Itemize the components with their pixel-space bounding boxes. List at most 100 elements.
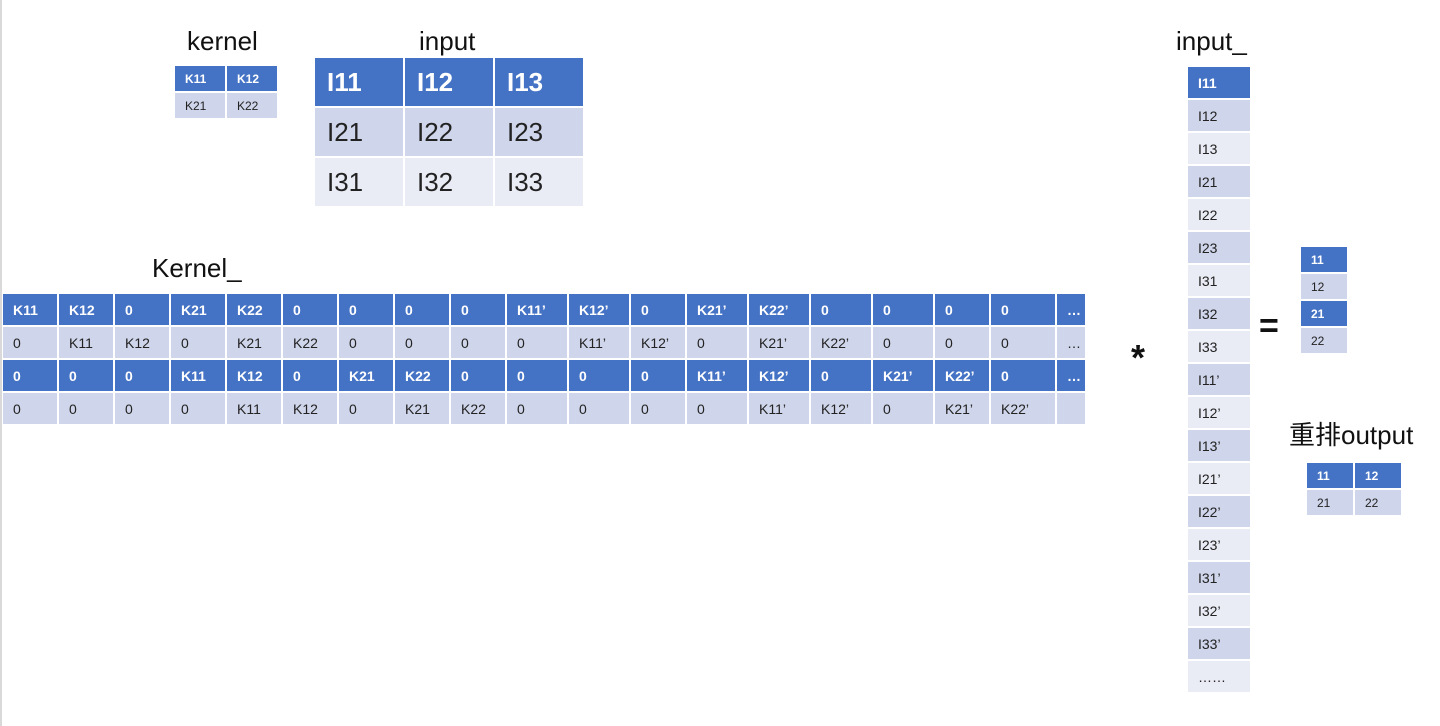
- kernel-flat-cell: 0: [283, 294, 337, 325]
- kernel-cell: K12: [227, 66, 277, 91]
- kernel-flat-cell: 0: [569, 393, 629, 424]
- kernel-flat-row: 0 0 0 K11 K12 0 K21 K22 0 0 0 0 K11’ K12’ 0 K21’ K22’ 0…: [3, 360, 1085, 391]
- kernel-flat-cell: 0: [3, 360, 57, 391]
- kernel-flat-cell: K11’: [507, 294, 567, 325]
- kernel-flat-cell: K22’: [811, 327, 871, 358]
- input-cell: I22: [405, 108, 493, 156]
- output-col-cell: 11: [1301, 247, 1347, 272]
- kernel-flat-cell: K12: [59, 294, 113, 325]
- input-cell: I12: [405, 58, 493, 106]
- kernel-flat-cell: K21’: [935, 393, 989, 424]
- kernel-flat-cell: K22: [227, 294, 281, 325]
- kernel-cell: K11: [175, 66, 225, 91]
- kernel-flat-cell: K12’: [749, 360, 809, 391]
- input-col-cell: I13’: [1188, 430, 1250, 461]
- reshaped-cell: 21: [1307, 490, 1353, 515]
- kernel-flat-cell: 0: [339, 294, 393, 325]
- input-cell: I13: [495, 58, 583, 106]
- kernel-flat-cell: K12’: [569, 294, 629, 325]
- kernel-flat-cell: …: [1057, 327, 1085, 358]
- kernel-flat-cell: 0: [451, 327, 505, 358]
- input-col-cell: I11: [1188, 67, 1250, 98]
- kernel-flat-cell: K11: [3, 294, 57, 325]
- input-col-cell: I33: [1188, 331, 1250, 362]
- kernel-flat-cell: 0: [3, 327, 57, 358]
- kernel-flat-cell: 0: [873, 327, 933, 358]
- kernel-flat-cell: 0: [171, 327, 225, 358]
- kernel-flat-cell: K22’: [991, 393, 1055, 424]
- kernel-flat-cell: …: [1057, 294, 1085, 325]
- input-title: input: [419, 26, 476, 56]
- input-col-cell: I12: [1188, 100, 1250, 131]
- input-cell: I33: [495, 158, 583, 206]
- input-col-cell: I23: [1188, 232, 1250, 263]
- kernel-flat-cell: 0: [451, 294, 505, 325]
- input-cell: I31: [315, 158, 403, 206]
- kernel-flat-cell: 0: [115, 360, 169, 391]
- kernel-flat-cell: K12: [227, 360, 281, 391]
- reshaped-cell: 12: [1355, 463, 1401, 488]
- kernel-flat-row: K11 K12 0 K21 K22 0 0 0 0 K11’ K12’ 0 K21’ K22’ 0 0 0 0…: [3, 294, 1085, 325]
- kernel-flat-cell: 0: [339, 327, 393, 358]
- input-col-cell: I11’: [1188, 364, 1250, 395]
- input-cell: I21: [315, 108, 403, 156]
- kernel-flat-cell: 0: [115, 393, 169, 424]
- input-cell: I23: [495, 108, 583, 156]
- kernel-flat-cell: 0: [631, 393, 685, 424]
- kernel-flat-cell: 0: [115, 294, 169, 325]
- input-cell: I32: [405, 158, 493, 206]
- kernel-title: kernel: [187, 26, 258, 56]
- input-col-cell: I21’: [1188, 463, 1250, 494]
- kernel-flat-cell: K11: [227, 393, 281, 424]
- kernel-flat-cell: 0: [687, 393, 747, 424]
- input-col-cell: ……: [1188, 661, 1250, 692]
- kernel-flat-cell: 0: [569, 360, 629, 391]
- input-cell: I11: [315, 58, 403, 106]
- kernel-flat-cell: 0: [991, 294, 1055, 325]
- kernel-flat-cell: K21’: [749, 327, 809, 358]
- kernel-flat-cell: 0: [873, 393, 933, 424]
- kernel-flat-cell: K12: [283, 393, 337, 424]
- input-col-cell: I23’: [1188, 529, 1250, 560]
- kernel-flat-cell: K22: [451, 393, 505, 424]
- kernel-flat-cell: 0: [631, 360, 685, 391]
- kernel-flat-cell: K21: [339, 360, 393, 391]
- input-col-cell: I12’: [1188, 397, 1250, 428]
- reshaped-cell: 11: [1307, 463, 1353, 488]
- kernel-flat-cell: 0: [935, 294, 989, 325]
- reshaped-output-title: 重排output: [1289, 420, 1414, 450]
- equals-operator: =: [1259, 307, 1279, 345]
- kernel-flat-cell: K11’: [687, 360, 747, 391]
- kernel-flat-cell: [1057, 393, 1085, 424]
- kernel-flat-cell: 0: [507, 360, 567, 391]
- kernel-flat-row: 0 K11 K12 0 K21 K22 0 0 0 0 K11’ K12’ 0 K21’ K22’ 0 0 0…: [3, 327, 1085, 358]
- kernel-flat-cell: 0: [991, 327, 1055, 358]
- output-col-cell: 21: [1301, 301, 1347, 326]
- kernel-flat-cell: 0: [507, 327, 567, 358]
- input-col-cell: I22: [1188, 199, 1250, 230]
- input-col-cell: I32’: [1188, 595, 1250, 626]
- kernel-flat-cell: K11: [59, 327, 113, 358]
- multiply-operator: *: [1131, 337, 1146, 378]
- kernel-flat-row: 0 0 0 0 K11 K12 0 K21 K22 0 0 0 0 K11’ K12’ 0 K21’ K22’: [3, 393, 1085, 424]
- output-col-cell: 22: [1301, 328, 1347, 353]
- kernel-flat-cell: K21: [171, 294, 225, 325]
- input-col-cell: I13: [1188, 133, 1250, 164]
- kernel-flat-cell: 0: [451, 360, 505, 391]
- kernel-flat-matrix: K11 K12 0 K21 K22 0 0 0 0 K11’ K12’ 0 K21’ K22’ 0 0 0 0… 0…: [1, 292, 1087, 426]
- kernel-flat-cell: 0: [631, 294, 685, 325]
- kernel-flat-cell: 0: [283, 360, 337, 391]
- input-col-cell: I31: [1188, 265, 1250, 296]
- kernel-flat-cell: K21’: [873, 360, 933, 391]
- kernel-flat-cell: 0: [811, 360, 871, 391]
- input-col-cell: I33’: [1188, 628, 1250, 659]
- page-left-border: [0, 0, 2, 726]
- kernel-flat-cell: 0: [935, 327, 989, 358]
- input-col-cell: I22’: [1188, 496, 1250, 527]
- kernel-flat-cell: K22: [395, 360, 449, 391]
- kernel-flat-cell: 0: [59, 360, 113, 391]
- kernel-flat-cell: K22: [283, 327, 337, 358]
- kernel-flat-cell: K22’: [749, 294, 809, 325]
- kernel-flat-cell: …: [1057, 360, 1085, 391]
- kernel-flat-cell: K11’: [569, 327, 629, 358]
